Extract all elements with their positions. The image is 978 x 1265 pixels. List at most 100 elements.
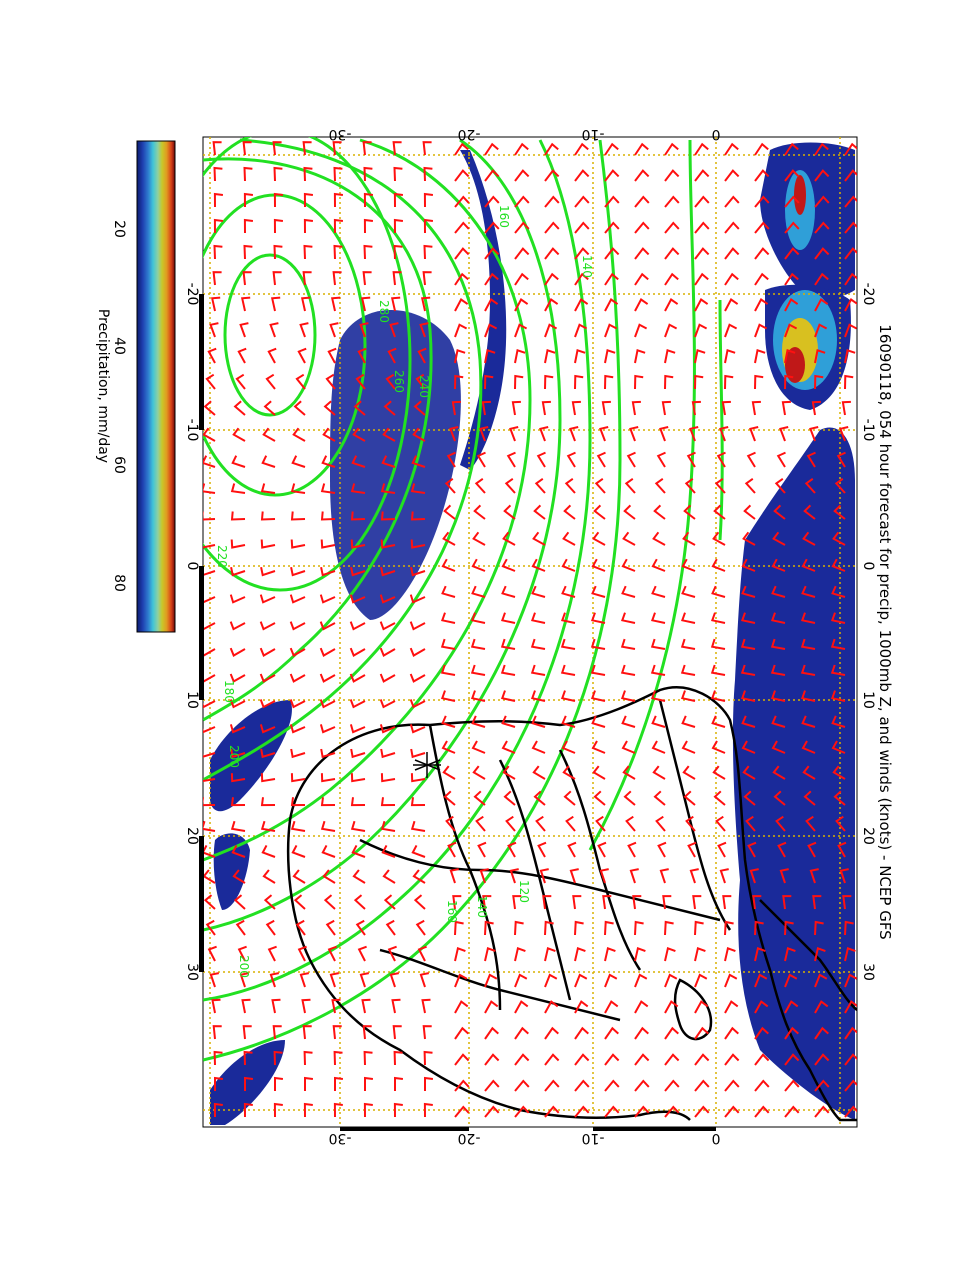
wind-barb [561,740,576,754]
wind-barb [624,477,636,494]
wind-barb [383,894,396,910]
wind-barb [484,348,496,364]
wind-barb [212,1025,222,1040]
station-marker [413,752,441,778]
wind-barb [686,451,696,468]
wind-barb [830,638,846,650]
wind-barb [333,1102,343,1118]
wind-barb [355,373,366,390]
wind-barb [574,348,586,364]
wind-barb [724,920,734,936]
wind-barb [754,247,770,260]
wind-barb [620,690,636,702]
wind-barb [290,567,306,577]
wind-barb [604,920,614,936]
wind-barb [229,594,246,604]
contour-label-240: 240 [417,375,431,398]
wind-barb [303,1050,313,1066]
wind-barb [394,1076,404,1091]
wind-barb [772,531,786,546]
wind-barb [689,426,699,442]
wind-barb [323,894,336,910]
wind-barb [604,142,619,156]
wind-barb [415,373,426,390]
wind-barb [361,998,371,1014]
wind-barb [444,477,456,494]
wind-barb [776,451,786,468]
wind-barb [409,673,426,683]
wind-barb [800,612,816,624]
wind-barb [592,531,606,546]
wind-barb [530,612,546,624]
wind-barb [651,558,666,572]
wind-barb [322,869,336,884]
wind-barb [484,221,500,234]
wind-barb [484,973,498,988]
wind-barb [844,1026,857,1040]
wind-barb [712,765,726,780]
wind-barb [664,374,674,390]
wind-barb [694,1026,709,1040]
wind-barb [330,296,341,312]
wind-barb [574,169,590,182]
map-title: 16090118, 054 hour forecast for precip, … [876,324,894,939]
wind-barb [831,558,846,572]
wind-barb [534,477,546,494]
wind-barb [303,244,313,260]
wind-barb [391,998,401,1014]
wind-barb [566,451,576,468]
wind-barb [634,1000,649,1014]
wind-barb [563,790,576,806]
wind-barb [290,797,306,807]
wind-barb [830,690,846,702]
wind-barb [413,400,426,416]
contour-label-260: 260 [392,370,406,393]
wind-barb [260,539,276,549]
wind-barb [814,323,828,338]
wind-barb [560,638,576,650]
wind-barb [806,451,816,468]
wind-barb [779,426,789,442]
wind-barb [290,820,306,832]
wind-barb [830,664,846,676]
wind-barb [781,400,791,416]
wind-barb [835,815,846,832]
wind-barb [801,740,816,754]
axis-top-label-neg10: -10 [582,126,605,142]
wind-barb [661,400,671,416]
wind-barb [812,895,822,910]
wind-barb [422,1025,432,1040]
wind-barb [782,895,792,910]
wind-barb [409,621,426,631]
wind-barb [544,298,559,312]
wind-barb [441,558,456,572]
wind-barb [243,192,254,208]
wind-barb [303,192,314,208]
wind-barb [304,1076,314,1091]
wind-barb [380,773,396,783]
wind-barb [620,638,636,650]
wind-barb [664,272,679,286]
wind-barb [379,724,396,734]
wind-barb [657,841,667,858]
colorbar-label: Precipitation, mm/day [95,309,111,463]
wind-barb [231,844,246,858]
wind-barb [471,715,486,728]
wind-barb [631,400,641,416]
wind-barb [364,1076,374,1091]
wind-barb [604,1053,620,1066]
wind-barb [544,1026,559,1040]
wind-barb [694,247,710,260]
wind-barb [684,477,696,494]
wind-barb [350,748,366,759]
wind-barb [770,612,786,624]
axis-top-label-0: 0 [712,126,721,142]
wind-barb [574,1105,590,1118]
wind-barb [261,455,276,468]
wind-barb [604,272,619,286]
wind-barb [771,585,786,598]
wind-barb [349,673,366,683]
wind-barb [565,815,576,832]
wind-barb [205,373,216,390]
wind-barb [814,1053,830,1066]
